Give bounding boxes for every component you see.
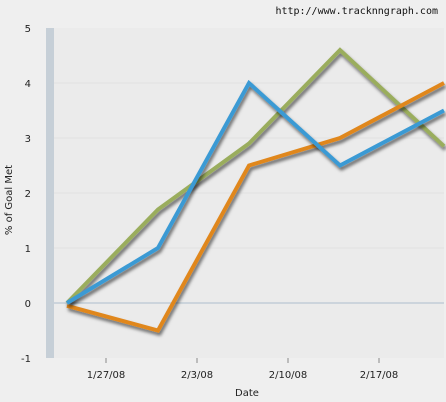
y-tick-label: 1 (25, 244, 31, 255)
x-tick-label: 1/27/08 (87, 370, 126, 381)
y-tick-label: 3 (25, 134, 31, 145)
series-line-2 (66, 81, 445, 333)
y-tick-label: 4 (25, 79, 31, 90)
y-tick-label: -1 (21, 354, 31, 365)
x-axis-title: Date (235, 388, 259, 399)
x-tick-label: 2/17/08 (360, 370, 399, 381)
y-axis-bar (46, 28, 54, 358)
y-tick-label: 2 (25, 189, 31, 200)
x-tick-label: 2/3/08 (181, 370, 213, 381)
watermark-url[interactable]: http://www.tracknngraph.com (275, 6, 438, 17)
series-line-1 (65, 47, 446, 305)
x-tick-labels: 1/27/08 2/3/08 2/10/08 2/17/08 (87, 358, 399, 381)
y-axis-title: % of Goal Met (4, 165, 15, 235)
series-lines (65, 47, 446, 333)
x-tick-label: 2/10/08 (269, 370, 308, 381)
series-line-3 (65, 79, 445, 305)
y-tick-labels: -1 0 1 2 3 4 5 (21, 24, 31, 365)
y-tick-label: 5 (25, 24, 31, 35)
y-tick-label: 0 (25, 299, 31, 310)
